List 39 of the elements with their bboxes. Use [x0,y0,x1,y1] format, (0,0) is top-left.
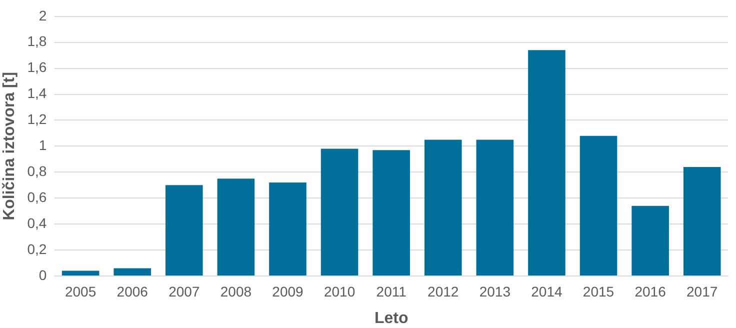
y-tick-label: 0 [38,266,47,283]
y-tick-label: 1 [38,137,47,154]
x-tick-label: 2008 [220,283,252,300]
bar [372,150,410,276]
bar [476,140,514,276]
x-tick-label: 2010 [324,283,356,300]
y-tick-label: 0,2 [27,240,47,257]
y-tick-label: 1,4 [27,85,47,102]
y-axis-title: Količina iztovora [t] [1,72,18,220]
y-tick-label: 0,4 [27,214,47,231]
x-tick-label: 2005 [64,283,96,300]
bar [320,148,358,276]
x-axis-title: Leto [374,310,408,327]
bar [632,206,669,276]
y-tick-label: 1,6 [27,59,47,76]
bar [528,50,566,276]
x-tick-label: 2014 [531,283,562,300]
bar [424,140,462,276]
y-tick-label: 2 [38,7,47,24]
x-tick-label: 2011 [376,283,407,300]
x-tick-label: 2017 [686,283,718,300]
x-tick-label: 2013 [479,283,511,300]
x-tick-label: 2006 [116,283,148,300]
x-tick-label: 2009 [272,283,304,300]
y-tick-label: 0,8 [27,163,47,180]
bar [217,178,255,276]
bar [683,166,721,276]
bar [580,136,618,276]
x-tick-label: 2016 [634,283,666,300]
bar [269,182,306,276]
y-tick-label: 0,6 [27,188,47,205]
bar [114,268,151,276]
y-tick-label: 1,2 [27,111,47,128]
x-tick-label: 2015 [582,283,614,300]
x-tick-label: 2007 [168,283,200,300]
bar [166,185,203,276]
x-tick-label: 2012 [428,283,459,300]
y-tick-label: 1,8 [27,33,47,50]
bar [62,270,100,276]
